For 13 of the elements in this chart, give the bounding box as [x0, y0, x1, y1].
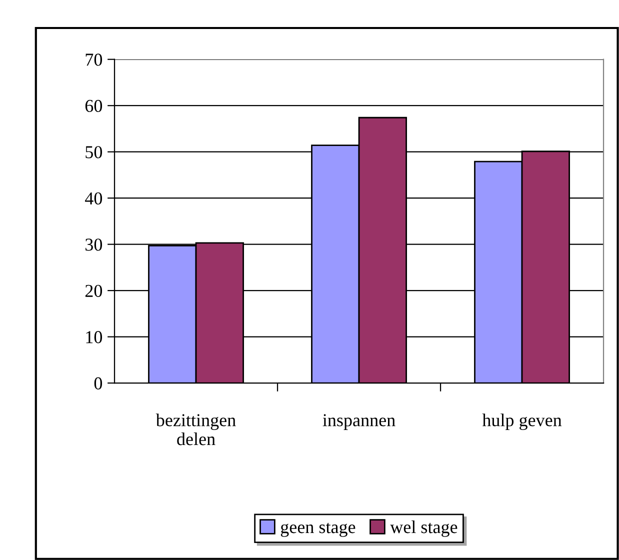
x-tick-label: hulp geven [482, 414, 562, 430]
y-tick-label: 20 [85, 284, 102, 297]
y-tick-label: 70 [86, 54, 102, 66]
y-tick-label: 30 [86, 238, 102, 251]
y-tick-label: 40 [85, 192, 102, 205]
y-tick-label: 10 [86, 331, 102, 344]
legend-label: geen stage [280, 522, 356, 537]
y-tick-label: 60 [85, 100, 102, 112]
legend-label: wel stage [390, 520, 458, 537]
y-tick-label: 0 [94, 377, 102, 390]
x-tick-label: inspannen [322, 414, 396, 430]
y-tick-label: 50 [86, 146, 102, 158]
x-tick-label: bezittingen delen [156, 414, 236, 446]
